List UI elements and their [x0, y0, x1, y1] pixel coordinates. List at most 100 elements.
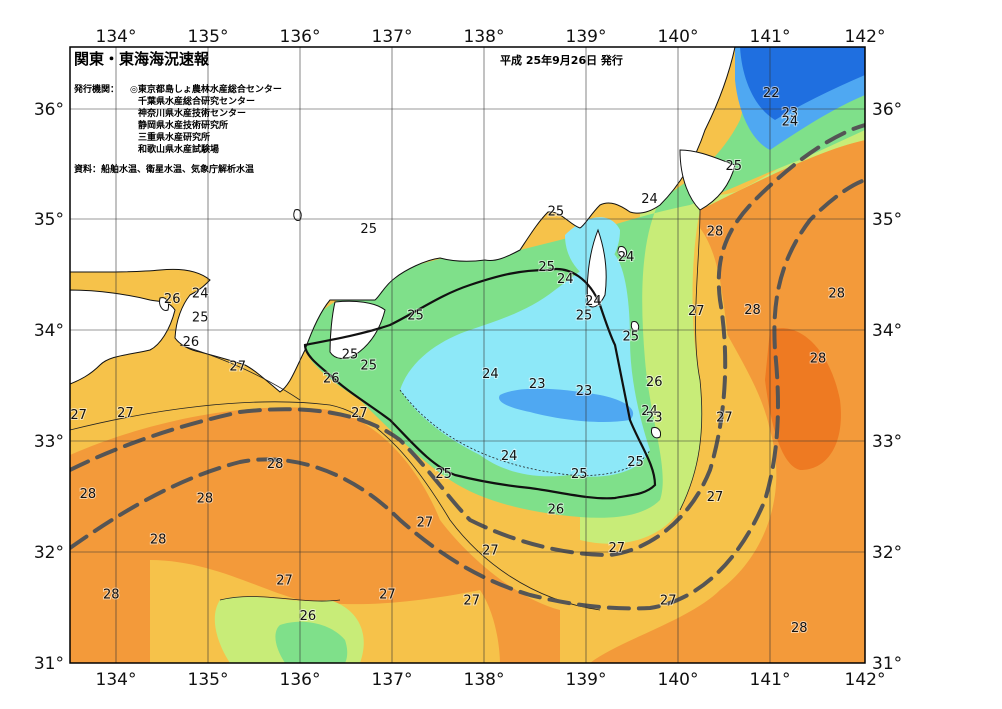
lon-bottom-139: 139° — [566, 670, 607, 690]
lat-left-31: 31° — [34, 654, 64, 674]
isotherm-label: 25 — [192, 311, 209, 326]
isotherm-label: 24 — [557, 272, 574, 287]
zone-29-east — [765, 328, 841, 470]
issuer-6: 和歌山県水産試験場 — [137, 143, 219, 155]
zone-22-northeast — [740, 47, 865, 120]
lon-bottom-140: 140° — [658, 670, 699, 690]
kuroshio-axis-outer — [70, 178, 865, 611]
isotherm-label: 28 — [791, 621, 808, 636]
isotherm-label: 28 — [80, 487, 97, 502]
lon-top-140: 140° — [658, 27, 699, 47]
zone-23-core — [499, 388, 634, 423]
map-title: 関東・東海海況速報 — [74, 50, 210, 68]
lat-right-32: 32° — [872, 543, 902, 563]
isotherm-label: 27 — [379, 588, 396, 603]
isotherm-label: 25 — [342, 347, 359, 362]
lon-bottom-138: 138° — [464, 670, 505, 690]
isotherm-label: 24 — [585, 294, 602, 309]
isotherm-label: 27 — [609, 541, 626, 556]
lat-left-32: 32° — [34, 543, 64, 563]
lat-right-35: 35° — [872, 210, 902, 230]
isotherm-label: 28 — [744, 303, 761, 318]
lon-bottom-134: 134° — [96, 670, 137, 690]
kuroshio-25-front — [303, 267, 657, 500]
lat-left-35: 35° — [34, 210, 64, 230]
boso-peninsula — [679, 149, 736, 211]
lat-left-36: 36° — [34, 100, 64, 120]
isotherm-label: 22 — [763, 86, 780, 101]
isotherm-label: 24 — [618, 250, 635, 265]
lon-top-135: 135° — [188, 27, 229, 47]
kuroshio-axis — [70, 123, 865, 611]
isotherm-label: 25 — [548, 204, 565, 219]
isotherm-label: 23 — [782, 106, 799, 121]
zone-28-east — [590, 140, 865, 663]
issuer-2: 千葉県水産総合研究センター — [138, 95, 255, 107]
isotherm-label: 24 — [641, 404, 658, 419]
isotherm-27-south — [70, 401, 601, 611]
lon-bottom-141: 141° — [750, 670, 791, 690]
isotherm-lines — [70, 209, 703, 611]
isotherm-label: 26 — [300, 609, 317, 624]
isotherm-label: 25 — [538, 260, 555, 275]
isotherm-label: 26 — [323, 372, 340, 387]
isotherm-label: 23 — [646, 411, 663, 426]
lat-left-34: 34° — [34, 321, 64, 341]
isotherm-label: 25 — [360, 222, 377, 237]
zone-25-south — [275, 621, 348, 663]
issuer-4: 静岡県水産技術研究所 — [138, 119, 228, 131]
awaji-island — [159, 297, 169, 311]
isotherm-label: 27 — [463, 593, 480, 608]
lat-left-33: 33° — [34, 432, 64, 452]
isotherm-label: 24 — [482, 367, 499, 382]
isotherm-label: 25 — [407, 309, 424, 324]
lon-bottom-136: 136° — [280, 670, 321, 690]
isotherm-label: 26 — [548, 502, 565, 517]
isotherm-26-coast — [179, 344, 301, 401]
lon-top-137: 137° — [372, 27, 413, 47]
isotherm-label: 25 — [627, 455, 644, 470]
isotherm-label: 24 — [641, 192, 658, 207]
isotherm-label: 27 — [276, 573, 293, 588]
isotherm-label: 26 — [164, 292, 181, 307]
honshu-north — [70, 47, 736, 393]
isotherm-label: 25 — [435, 467, 452, 482]
isotherm-label: 27 — [660, 593, 677, 608]
lon-top-136: 136° — [280, 27, 321, 47]
isotherm-label: 24 — [501, 449, 518, 464]
isotherm-label: 27 — [716, 411, 733, 426]
isotherm-label: 27 — [70, 408, 87, 423]
isotherm-label: 27 — [707, 490, 724, 505]
isotherm-label: 26 — [646, 375, 663, 390]
isotherm-label: 25 — [726, 159, 743, 174]
map-frame — [69, 46, 866, 664]
isotherm-24-inner — [399, 389, 651, 476]
lon-bottom-142: 142° — [845, 670, 886, 690]
shikoku — [70, 289, 176, 385]
isotherm-27-east — [679, 209, 703, 511]
isotherm-label: 27 — [229, 360, 246, 375]
issuer-5: 三重県水産研究所 — [138, 131, 210, 143]
lon-top-139: 139° — [566, 27, 607, 47]
isotherm-label: 25 — [360, 358, 377, 373]
lon-top-134: 134° — [96, 27, 137, 47]
lon-top-142: 142° — [845, 27, 886, 47]
kuroshio-axis-inner — [70, 123, 865, 558]
isotherm-label: 27 — [351, 406, 368, 421]
data-sources: 資料：船舶水温、衛星水温、気象庁解析水温 — [74, 163, 254, 175]
graticule — [70, 47, 865, 663]
header: 関東・東海海況速報 平成 25年9月26日 発行 発行機関： ◎東京都島しょ農林… — [73, 50, 623, 175]
isotherm-label: 28 — [828, 286, 845, 301]
isotherm-26-south — [219, 596, 341, 602]
lon-bottom-135: 135° — [188, 670, 229, 690]
issuer-3: 神奈川県水産技術センター — [138, 107, 246, 119]
lat-right-36: 36° — [872, 100, 902, 120]
lat-right-31: 31° — [872, 654, 902, 674]
lon-top-138: 138° — [464, 27, 505, 47]
lat-right-34: 34° — [872, 321, 902, 341]
lat-right-33: 33° — [872, 432, 902, 452]
issuers-label: 発行機関： — [73, 83, 119, 95]
